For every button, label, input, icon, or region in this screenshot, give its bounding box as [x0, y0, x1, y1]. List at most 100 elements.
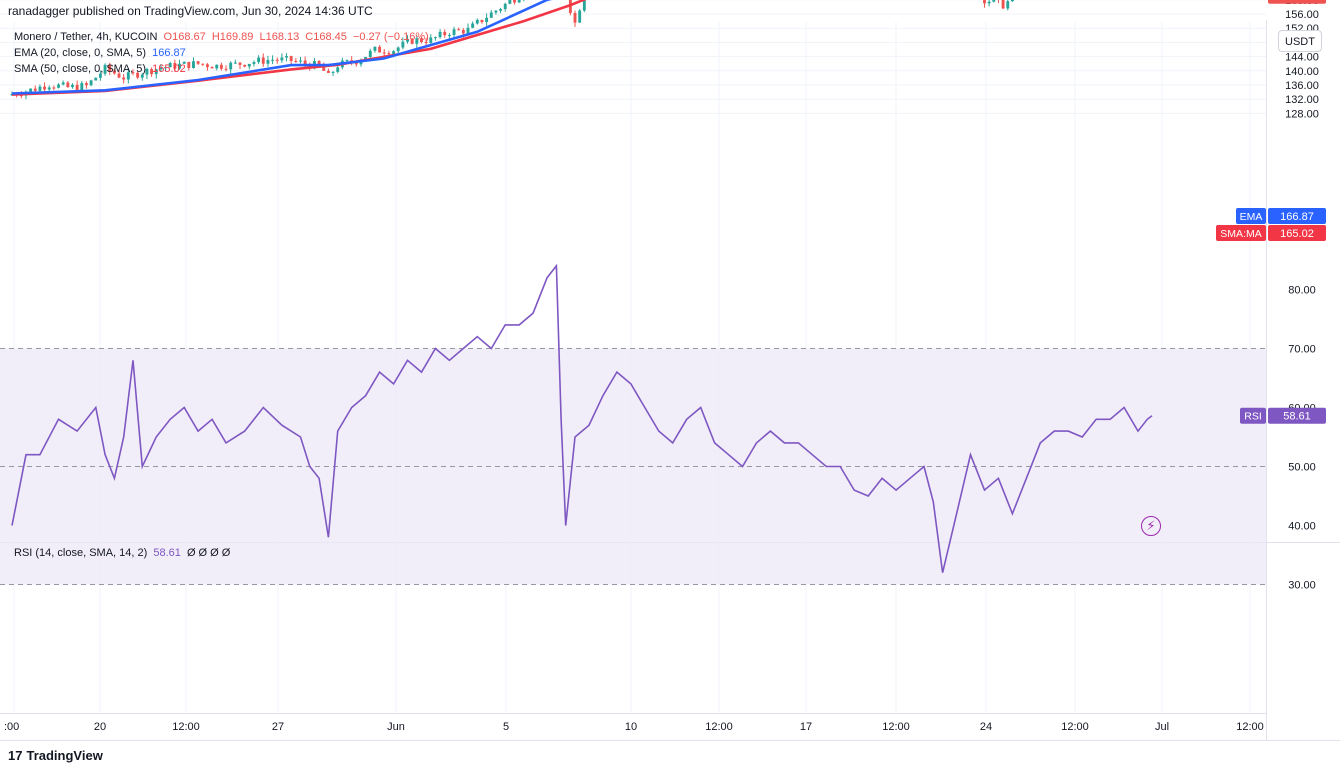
candle-body — [108, 64, 112, 71]
ohlc-close: C168.45 — [305, 31, 347, 43]
candle — [523, 0, 525, 2]
ema-legend-value: 166.87 — [152, 47, 186, 59]
candle — [582, 0, 586, 13]
sma-legend[interactable]: SMA (50, close, 0, SMA, 5) 165.02 — [14, 63, 186, 75]
candle-body — [489, 12, 493, 18]
candle — [257, 55, 261, 65]
candle — [275, 57, 279, 64]
candle — [266, 55, 270, 67]
currency-button[interactable]: USDT — [1278, 30, 1322, 52]
candle — [75, 80, 79, 92]
candle — [983, 0, 986, 8]
candle — [178, 59, 181, 70]
lightning-icon[interactable]: ⚡ — [1141, 516, 1161, 536]
candle — [280, 53, 284, 63]
candle — [457, 27, 461, 31]
sma-tag-value: 165.02 — [1280, 228, 1314, 240]
candle-body — [480, 19, 484, 23]
price-axis-label: 136.00 — [1285, 80, 1319, 92]
candle — [108, 62, 112, 75]
candle-body — [103, 64, 107, 74]
candle-body — [461, 29, 465, 34]
candle-body — [192, 61, 195, 68]
candle — [187, 61, 191, 71]
candle-body — [168, 62, 172, 68]
sma-line — [11, 0, 587, 96]
candle — [173, 59, 177, 72]
candle-body — [201, 63, 205, 65]
rsi-axis-label: 30.00 — [1288, 580, 1316, 592]
tradingview-brand[interactable]: 17 TradingView — [8, 748, 103, 763]
candle-body — [285, 56, 288, 58]
candle-body — [368, 50, 372, 57]
rsi-legend[interactable]: RSI (14, close, SMA, 14, 2) 58.61 Ø Ø Ø … — [14, 547, 230, 559]
candle-body — [573, 12, 577, 23]
publisher-line: ranadagger published on TradingView.com,… — [8, 4, 373, 18]
candle — [57, 83, 60, 89]
tradingview-logo-icon: 17 — [8, 748, 23, 763]
candle-body — [485, 17, 489, 23]
ohlc-change: −0.27 (−0.16%) — [352, 31, 429, 43]
candle-body — [154, 69, 158, 75]
candle — [117, 70, 121, 79]
time-axis-label: 17 — [800, 721, 812, 733]
candle-body — [406, 38, 409, 42]
candle-body — [38, 86, 42, 91]
candle — [433, 36, 437, 41]
ema-tag-value-box — [1268, 208, 1326, 224]
ema-tag-tag-box — [1236, 208, 1266, 224]
candle-body — [94, 77, 98, 81]
candle — [485, 13, 489, 26]
candle — [140, 72, 144, 81]
candle-body — [85, 83, 88, 86]
candle-body — [289, 56, 293, 62]
candle-body — [43, 86, 47, 90]
candle-body — [987, 1, 991, 4]
candle — [420, 36, 423, 44]
candle — [215, 64, 219, 71]
candle — [219, 62, 223, 71]
candle — [103, 63, 107, 76]
ema-tag: EMA — [1240, 211, 1263, 223]
sma-tag-tag: SMA:MA 165.02 — [1216, 225, 1326, 241]
candle — [150, 67, 154, 77]
time-axis-label: 20 — [94, 721, 106, 733]
candle — [247, 63, 251, 70]
candle — [1010, 0, 1014, 3]
candle — [378, 45, 382, 53]
candle — [122, 74, 126, 84]
sma-tag-value-box — [1268, 225, 1326, 241]
rsi-tag-tag-box — [1240, 407, 1266, 424]
candle — [112, 68, 116, 75]
price-axis-label: 144.00 — [1285, 52, 1319, 64]
candle-body — [159, 67, 163, 70]
candle — [94, 77, 98, 81]
time-axis-label: 12:00 — [1061, 721, 1089, 733]
candle-body — [457, 29, 461, 31]
ema-tag-tag: EMA 166.87 — [1236, 208, 1326, 224]
candle-body — [452, 29, 456, 35]
candle-body — [443, 31, 447, 36]
candle-body — [80, 83, 84, 91]
symbol-title[interactable]: Monero / Tether, 4h, KUCOIN — [14, 31, 158, 43]
ema-legend[interactable]: EMA (20, close, 0, SMA, 5) 166.87 — [14, 47, 186, 59]
candle — [480, 19, 484, 24]
rsi-tag-tag: RSI 58.61 — [1240, 407, 1326, 424]
candle-body — [582, 0, 586, 11]
candle-body — [331, 71, 335, 73]
candle-body — [1006, 1, 1010, 9]
candle — [66, 81, 70, 88]
rsi-tag: RSI — [1244, 411, 1262, 423]
candle — [154, 68, 158, 79]
time-axis-label: Jul — [1155, 721, 1169, 733]
price-axis-label: 140.00 — [1285, 66, 1319, 78]
candle — [429, 34, 433, 45]
rsi-axis-label: 70.00 — [1288, 344, 1316, 356]
candle — [1006, 0, 1010, 11]
candle-body — [475, 19, 479, 24]
candle-body — [178, 63, 181, 69]
candle-body — [401, 41, 405, 48]
candle-body — [387, 53, 391, 55]
